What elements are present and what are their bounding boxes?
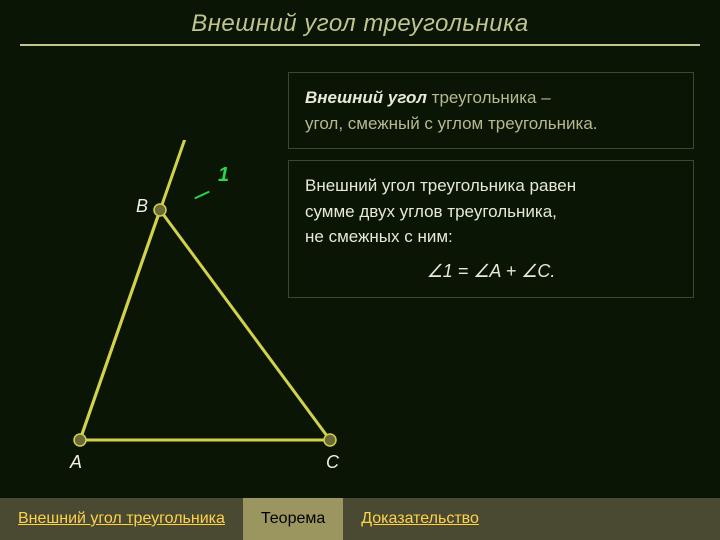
- vertex-label-b: В: [136, 196, 148, 217]
- formula-eq: =: [453, 261, 474, 281]
- vertex-c: [324, 434, 336, 446]
- vertex-label-c: С: [326, 452, 339, 473]
- vertex-b: [154, 204, 166, 216]
- definition-rest1: треугольника –: [427, 88, 551, 107]
- tab-theorem[interactable]: Теорема: [243, 498, 343, 540]
- bottom-tab-bar: Внешний угол треугольника Теорема Доказа…: [0, 498, 720, 540]
- formula-plus: +: [501, 261, 522, 281]
- theorem-formula: ∠1 = ∠A + ∠C.: [305, 258, 677, 285]
- definition-bold: Внешний угол: [305, 88, 427, 107]
- theorem-line1: Внешний угол треугольника равен: [305, 173, 677, 199]
- theorem-line3: не смежных с ним:: [305, 224, 677, 250]
- ext-line: [80, 140, 195, 440]
- title-rule: [20, 44, 700, 46]
- formula-c: C: [537, 261, 550, 281]
- exterior-angle-label: 1: [218, 164, 229, 187]
- vertex-label-a: А: [70, 452, 82, 473]
- formula-dot: .: [550, 261, 555, 281]
- vertex-a: [74, 434, 86, 446]
- theorem-box: Внешний угол треугольника равен сумме дв…: [288, 160, 694, 298]
- page-title: Внешний угол треугольника: [0, 10, 720, 38]
- definition-line1: Внешний угол треугольника –: [305, 85, 677, 111]
- title-bar: Внешний угол треугольника: [0, 0, 720, 46]
- angle-sym-1: ∠: [427, 261, 443, 281]
- angle-sym-3: ∠: [521, 261, 537, 281]
- theorem-line2: сумме двух углов треугольника,: [305, 199, 677, 225]
- tab-proof[interactable]: Доказательство: [343, 498, 497, 540]
- tab-exterior-angle[interactable]: Внешний угол треугольника: [0, 498, 243, 540]
- definition-box: Внешний угол треугольника – угол, смежны…: [288, 72, 694, 149]
- formula-a: A: [489, 261, 500, 281]
- angle-sym-2: ∠: [473, 261, 489, 281]
- definition-line2: угол, смежный с углом треугольника.: [305, 111, 677, 137]
- formula-1: 1: [443, 261, 453, 281]
